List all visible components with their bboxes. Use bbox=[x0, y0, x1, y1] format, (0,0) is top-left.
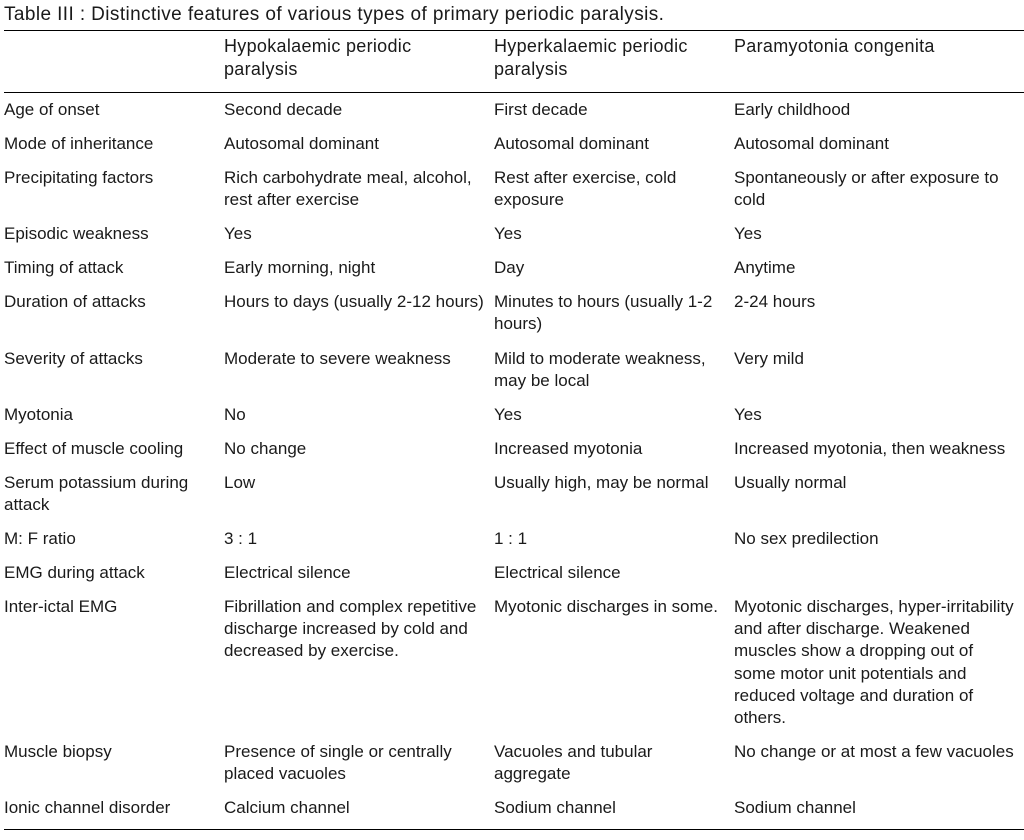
row-label: Episodic weakness bbox=[4, 217, 224, 251]
cell: Yes bbox=[224, 217, 494, 251]
cell: Increased myotonia bbox=[494, 432, 734, 466]
cell: Electrical silence bbox=[224, 556, 494, 590]
cell: No change bbox=[224, 432, 494, 466]
row-label: Ionic channel disorder bbox=[4, 791, 224, 830]
table-header-row: Hypokalaemic periodic paralysis Hyperkal… bbox=[4, 31, 1024, 93]
cell: Very mild bbox=[734, 342, 1024, 398]
table-row: Severity of attacks Moderate to severe w… bbox=[4, 342, 1024, 398]
cell: No sex predilection bbox=[734, 522, 1024, 556]
row-label: Precipitating factors bbox=[4, 161, 224, 217]
table-row: Age of onset Second decade First decade … bbox=[4, 92, 1024, 127]
table-row: Myotonia No Yes Yes bbox=[4, 398, 1024, 432]
cell: Myotonic discharges in some. bbox=[494, 590, 734, 735]
row-label: Age of onset bbox=[4, 92, 224, 127]
cell: Yes bbox=[494, 217, 734, 251]
cell: No bbox=[224, 398, 494, 432]
cell: Presence of single or centrally placed v… bbox=[224, 735, 494, 791]
table-row: Timing of attack Early morning, night Da… bbox=[4, 251, 1024, 285]
row-label: Duration of attacks bbox=[4, 285, 224, 341]
row-label: M: F ratio bbox=[4, 522, 224, 556]
cell: 2-24 hours bbox=[734, 285, 1024, 341]
table-row: M: F ratio 3 : 1 1 : 1 No sex predilecti… bbox=[4, 522, 1024, 556]
table-row: Duration of attacks Hours to days (usual… bbox=[4, 285, 1024, 341]
cell: First decade bbox=[494, 92, 734, 127]
cell: Usually high, may be normal bbox=[494, 466, 734, 522]
table-row: Mode of inheritance Autosomal dominant A… bbox=[4, 127, 1024, 161]
cell: Yes bbox=[734, 398, 1024, 432]
table-body: Age of onset Second decade First decade … bbox=[4, 92, 1024, 829]
cell: Minutes to hours (usually 1-2 hours) bbox=[494, 285, 734, 341]
cell: Day bbox=[494, 251, 734, 285]
cell: Anytime bbox=[734, 251, 1024, 285]
cell: Mild to moderate weakness, may be local bbox=[494, 342, 734, 398]
cell: Early morning, night bbox=[224, 251, 494, 285]
cell: Moderate to severe weakness bbox=[224, 342, 494, 398]
header-hypokalaemic: Hypokalaemic periodic paralysis bbox=[224, 31, 494, 93]
cell: Yes bbox=[494, 398, 734, 432]
cell: Electrical silence bbox=[494, 556, 734, 590]
cell: Fibrillation and complex repetitive disc… bbox=[224, 590, 494, 735]
row-label: Inter-ictal EMG bbox=[4, 590, 224, 735]
table-row: Inter-ictal EMG Fibrillation and complex… bbox=[4, 590, 1024, 735]
comparison-table: Hypokalaemic periodic paralysis Hyperkal… bbox=[4, 30, 1024, 830]
cell bbox=[734, 556, 1024, 590]
row-label: EMG during attack bbox=[4, 556, 224, 590]
cell: Yes bbox=[734, 217, 1024, 251]
header-blank bbox=[4, 31, 224, 93]
cell: Autosomal dominant bbox=[734, 127, 1024, 161]
table-container: Table III : Distinctive features of vari… bbox=[0, 0, 1024, 840]
row-label: Severity of attacks bbox=[4, 342, 224, 398]
row-label: Serum potassium during attack bbox=[4, 466, 224, 522]
cell: 3 : 1 bbox=[224, 522, 494, 556]
cell: No change or at most a few vacuoles bbox=[734, 735, 1024, 791]
cell: Hours to days (usually 2-12 hours) bbox=[224, 285, 494, 341]
table-row: Muscle biopsy Presence of single or cent… bbox=[4, 735, 1024, 791]
table-row: Serum potassium during attack Low Usuall… bbox=[4, 466, 1024, 522]
row-label: Mode of inheritance bbox=[4, 127, 224, 161]
table-title: Table III : Distinctive features of vari… bbox=[4, 4, 1016, 30]
cell: Early childhood bbox=[734, 92, 1024, 127]
cell: Increased myotonia, then weakness bbox=[734, 432, 1024, 466]
cell: Autosomal dominant bbox=[224, 127, 494, 161]
cell: Low bbox=[224, 466, 494, 522]
cell: Spontaneously or after exposure to cold bbox=[734, 161, 1024, 217]
cell: Usually normal bbox=[734, 466, 1024, 522]
cell: Vacuoles and tubular aggregate bbox=[494, 735, 734, 791]
header-paramyotonia: Paramyotonia congenita bbox=[734, 31, 1024, 93]
cell: Autosomal dominant bbox=[494, 127, 734, 161]
cell: Second decade bbox=[224, 92, 494, 127]
cell: Sodium channel bbox=[734, 791, 1024, 830]
row-label: Timing of attack bbox=[4, 251, 224, 285]
row-label: Effect of muscle cooling bbox=[4, 432, 224, 466]
header-hyperkalaemic: Hyperkalaemic periodic paralysis bbox=[494, 31, 734, 93]
cell: Calcium channel bbox=[224, 791, 494, 830]
cell: 1 : 1 bbox=[494, 522, 734, 556]
row-label: Muscle biopsy bbox=[4, 735, 224, 791]
row-label: Myotonia bbox=[4, 398, 224, 432]
cell: Sodium channel bbox=[494, 791, 734, 830]
cell: Rich carbohydrate meal, alcohol, rest af… bbox=[224, 161, 494, 217]
cell: Myotonic discharges, hyper-irritability … bbox=[734, 590, 1024, 735]
table-row: Episodic weakness Yes Yes Yes bbox=[4, 217, 1024, 251]
table-row: Effect of muscle cooling No change Incre… bbox=[4, 432, 1024, 466]
table-row: Precipitating factors Rich carbohydrate … bbox=[4, 161, 1024, 217]
cell: Rest after exercise, cold exposure bbox=[494, 161, 734, 217]
table-row: EMG during attack Electrical silence Ele… bbox=[4, 556, 1024, 590]
table-row: Ionic channel disorder Calcium channel S… bbox=[4, 791, 1024, 830]
